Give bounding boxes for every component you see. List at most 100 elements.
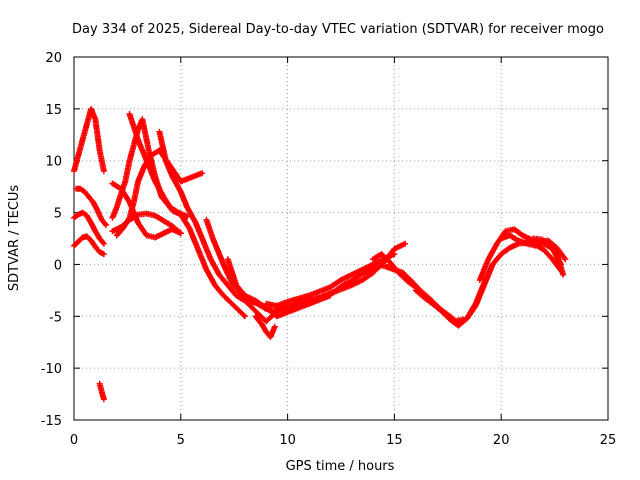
- data-point: [162, 195, 165, 199]
- data-point: [205, 268, 208, 271]
- data-point: [143, 164, 146, 168]
- chart-title: Day 334 of 2025, Sidereal Day-to-day VTE…: [72, 22, 604, 37]
- data-point: [179, 213, 182, 216]
- data-point: [286, 300, 289, 303]
- data-point: [164, 159, 167, 162]
- data-point: [275, 315, 279, 318]
- data-point: [254, 315, 257, 318]
- series-arc-3: [71, 209, 107, 247]
- data-point: [269, 335, 272, 339]
- data-point: [448, 315, 452, 318]
- data-point: [341, 284, 345, 287]
- data-point: [393, 252, 396, 256]
- data-point: [333, 290, 336, 293]
- data-point: [406, 279, 409, 283]
- data-point: [85, 235, 89, 238]
- data-point: [549, 244, 552, 247]
- plot-frame: [73, 56, 609, 421]
- data-point: [162, 232, 165, 235]
- data-point: [102, 398, 106, 401]
- data-point: [243, 315, 247, 318]
- data-point: [474, 302, 477, 305]
- data-point: [158, 149, 161, 152]
- data-point: [414, 289, 417, 292]
- data-point: [265, 320, 268, 323]
- data-point: [508, 234, 511, 237]
- data-point: [495, 242, 499, 245]
- data-point: [376, 263, 379, 266]
- data-point: [388, 261, 392, 264]
- data-point-markers: [71, 105, 107, 175]
- data-point: [465, 317, 469, 320]
- data-point: [254, 299, 257, 302]
- data-point: [367, 269, 370, 272]
- data-point: [359, 273, 362, 276]
- data-point: [89, 107, 93, 111]
- data-point: [154, 180, 157, 183]
- data-point: [297, 306, 300, 310]
- data-point: [350, 273, 353, 276]
- data-point: [254, 309, 257, 313]
- data-point: [235, 294, 238, 297]
- data-point: [74, 187, 78, 190]
- y-tick-label: -5: [49, 310, 62, 325]
- data-point: [128, 216, 131, 219]
- data-point: [211, 237, 214, 240]
- data-point: [102, 242, 106, 245]
- series-arc-4: [71, 233, 107, 258]
- data-point-markers: [370, 251, 496, 329]
- x-axis-ticks: 0 5 10 15 20 25: [70, 57, 616, 448]
- data-point: [265, 330, 268, 333]
- data-point: [384, 265, 388, 268]
- data-point: [224, 268, 227, 271]
- series-arc-22: [530, 235, 567, 278]
- data-point: [115, 206, 118, 209]
- data-point: [147, 149, 150, 152]
- data-point: [218, 273, 221, 276]
- data-point: [98, 149, 101, 152]
- y-tick-label: 0: [54, 258, 62, 273]
- data-point: [243, 294, 247, 297]
- data-point: [487, 258, 490, 261]
- data-point: [77, 154, 80, 157]
- data-point: [329, 286, 332, 289]
- data-point: [72, 169, 76, 173]
- data-point: [482, 281, 486, 285]
- data-point: [128, 201, 131, 204]
- data-point: [77, 240, 80, 243]
- data-point: [98, 250, 101, 254]
- data-point: [190, 176, 193, 179]
- data-point: [196, 247, 200, 251]
- data-point: [104, 223, 108, 227]
- data-point: [102, 169, 106, 173]
- data-point: [297, 302, 300, 305]
- data-point: [145, 234, 148, 237]
- data-point: [179, 232, 182, 235]
- data-point: [115, 234, 118, 237]
- data-point: [100, 218, 104, 221]
- data-point: [119, 187, 123, 190]
- data-point: [94, 230, 97, 233]
- data-point: [339, 278, 343, 282]
- x-tick-label: 5: [177, 433, 185, 448]
- data-point: [431, 302, 434, 305]
- series-arc-11: [156, 128, 280, 325]
- data-point: [500, 252, 503, 256]
- data-point: [149, 154, 153, 157]
- data-point: [260, 323, 264, 326]
- data-point: [265, 302, 268, 305]
- data-point: [226, 284, 229, 287]
- data-point: [136, 138, 140, 142]
- data-point: [94, 245, 97, 248]
- data-point: [72, 244, 76, 247]
- data-point: [540, 238, 543, 241]
- data-point: [141, 118, 144, 121]
- data-point: [286, 306, 289, 310]
- data-point: [350, 279, 353, 283]
- data-point: [205, 218, 208, 221]
- series-arc-2: [73, 185, 109, 228]
- data-point: [72, 216, 76, 219]
- data-point: [154, 236, 157, 239]
- data-point: [504, 230, 507, 233]
